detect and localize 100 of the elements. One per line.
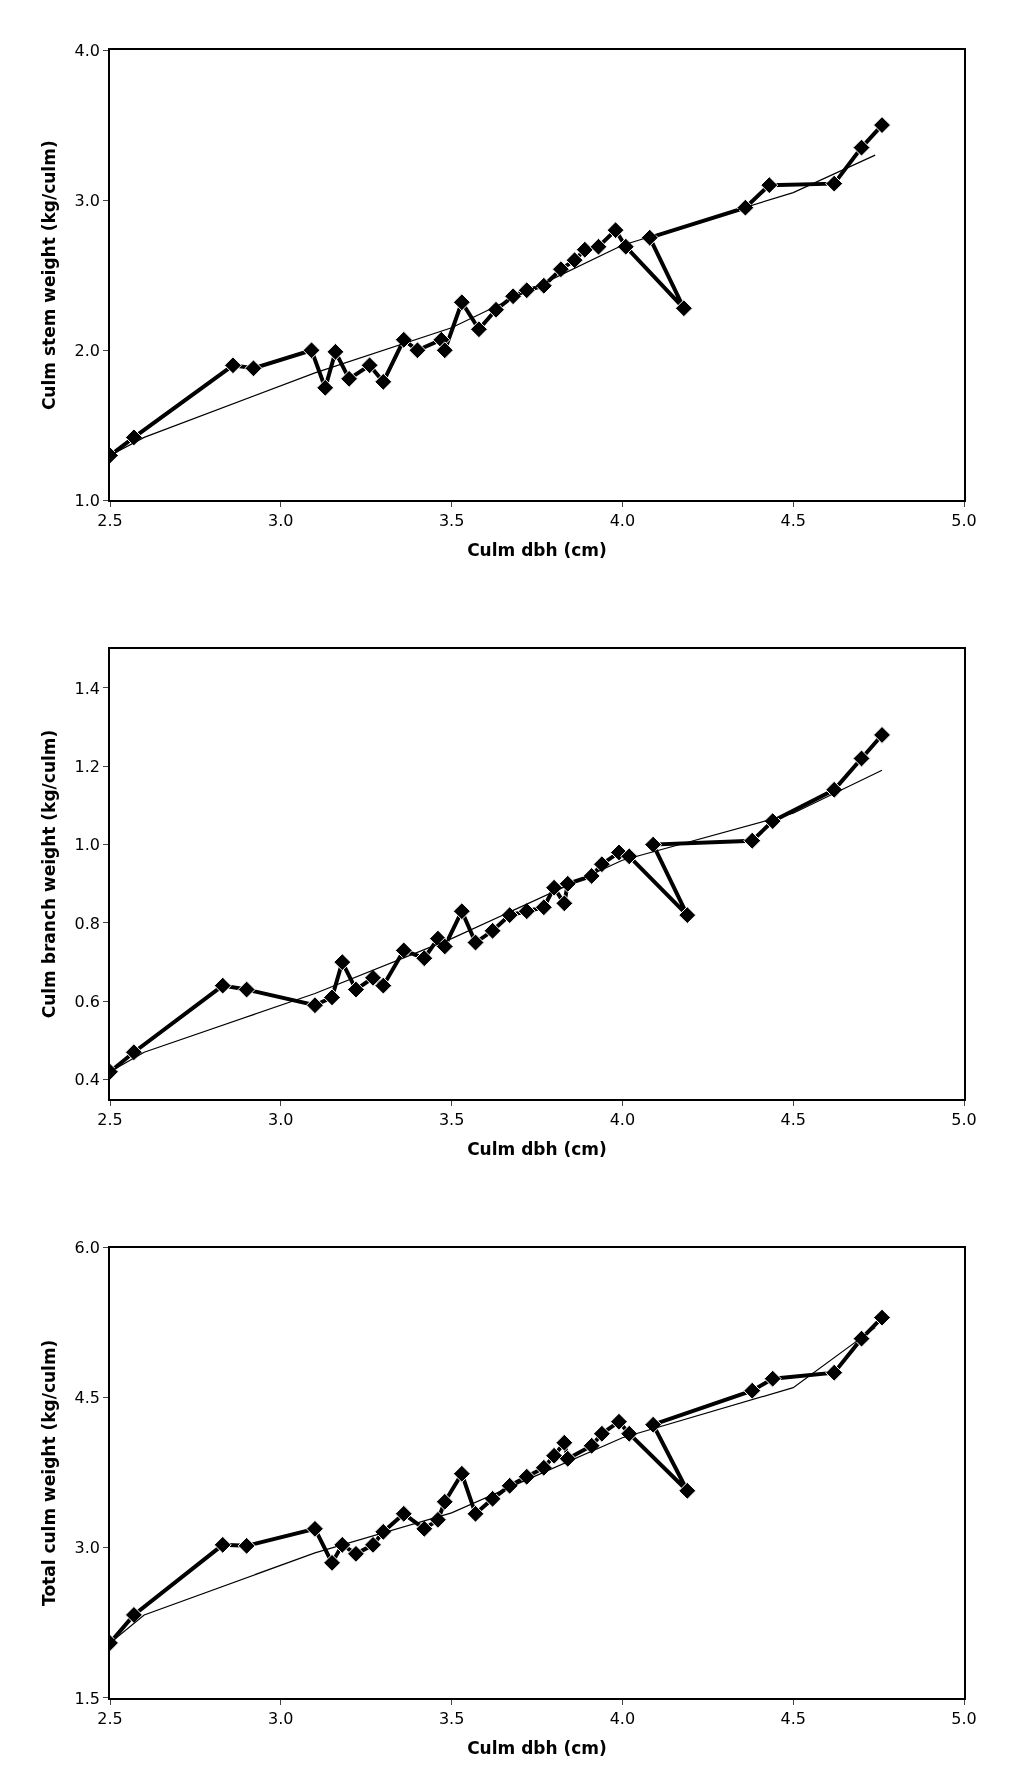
x-tick-label: 3.0	[268, 1708, 294, 1728]
point	[244, 359, 263, 378]
x-tick-label: 3.5	[438, 511, 465, 531]
point	[644, 835, 663, 854]
point	[760, 176, 779, 195]
x-tick-label: 4.5	[780, 1708, 806, 1728]
point	[326, 342, 345, 361]
point	[323, 1553, 341, 1572]
y-tick-label: 3.0	[74, 1538, 101, 1558]
point	[534, 898, 553, 917]
point	[582, 1436, 601, 1455]
point	[610, 1412, 628, 1431]
x-tick-label: 3.5	[438, 1110, 465, 1130]
point	[545, 1446, 564, 1465]
x-axis-title: Culm dbh (cm)	[467, 1139, 607, 1160]
point	[435, 937, 454, 956]
point	[545, 878, 564, 897]
point	[487, 300, 505, 319]
x-axis-title: Culm dbh (cm)	[467, 1737, 607, 1758]
point	[415, 1519, 434, 1538]
point	[483, 1489, 502, 1508]
x-tick-label: 5.0	[951, 511, 977, 531]
point	[466, 1504, 485, 1523]
point	[534, 276, 553, 295]
point	[517, 902, 536, 921]
point	[452, 293, 471, 312]
y-tick-label: 2.0	[74, 340, 101, 360]
point	[124, 1043, 143, 1062]
point	[616, 237, 635, 256]
y-axis-title: Culm stem weight (kg/culm)	[38, 140, 59, 411]
point	[452, 1464, 471, 1483]
point	[224, 356, 242, 375]
point	[620, 1424, 639, 1443]
y-tick-label: 3.0	[74, 190, 101, 210]
y-axis-title: Culm branch weight (kg/culm)	[38, 729, 59, 1019]
point	[374, 372, 393, 391]
point	[394, 1504, 413, 1523]
point	[452, 902, 471, 921]
point	[504, 287, 523, 306]
point	[483, 921, 502, 940]
point	[606, 221, 625, 240]
point	[302, 341, 321, 360]
point	[736, 198, 755, 217]
point	[852, 1329, 871, 1348]
point	[347, 980, 365, 999]
x-tick-label: 3.0	[268, 511, 294, 531]
point	[678, 1481, 697, 1500]
point	[124, 1605, 143, 1624]
point	[237, 1536, 256, 1555]
point	[213, 1535, 232, 1554]
point	[237, 980, 256, 999]
point	[415, 949, 434, 968]
point	[124, 428, 143, 447]
point	[435, 341, 454, 360]
point	[825, 1363, 844, 1382]
point	[558, 874, 577, 893]
point	[364, 968, 382, 987]
point	[534, 1458, 553, 1477]
point	[394, 941, 413, 960]
point	[500, 1476, 519, 1495]
y-tick-label: 1.0	[74, 835, 101, 855]
point	[517, 1467, 536, 1486]
point	[620, 847, 639, 866]
point	[466, 933, 485, 952]
y-tick-label: 4.0	[74, 40, 101, 60]
x-tick-label: 2.5	[97, 1708, 123, 1728]
x-tick-label: 4.5	[780, 511, 806, 531]
y-tick-label: 0.4	[74, 1070, 101, 1090]
point	[582, 867, 601, 885]
point	[469, 320, 488, 339]
point	[347, 1544, 365, 1563]
point	[873, 725, 891, 744]
y-axis-title: Total culm weight (kg/culm)	[38, 1339, 59, 1606]
point	[374, 1522, 393, 1541]
point	[674, 299, 693, 318]
x-tick-label: 2.5	[97, 511, 123, 531]
x-tick-label: 3.0	[268, 1110, 294, 1130]
point	[435, 1492, 454, 1511]
point	[316, 378, 335, 397]
point	[360, 356, 379, 375]
y-tick-label: 1.0	[74, 491, 101, 511]
x-tick-label: 5.0	[951, 1110, 977, 1130]
point	[565, 251, 584, 270]
x-tick-label: 3.5	[438, 1708, 465, 1728]
point	[763, 1369, 782, 1388]
point	[825, 780, 844, 799]
x-tick-label: 4.0	[609, 1110, 636, 1130]
point	[517, 281, 536, 300]
point	[213, 976, 232, 995]
point	[306, 996, 324, 1015]
point	[644, 1415, 663, 1434]
point	[323, 988, 341, 1007]
point	[763, 812, 782, 831]
point	[592, 1424, 611, 1443]
y-tick-label: 6.0	[74, 1238, 101, 1258]
point	[408, 341, 427, 360]
point	[306, 1519, 324, 1538]
x-tick-label: 5.0	[951, 1708, 977, 1728]
x-axis-title: Culm dbh (cm)	[467, 540, 607, 561]
point	[678, 906, 697, 925]
